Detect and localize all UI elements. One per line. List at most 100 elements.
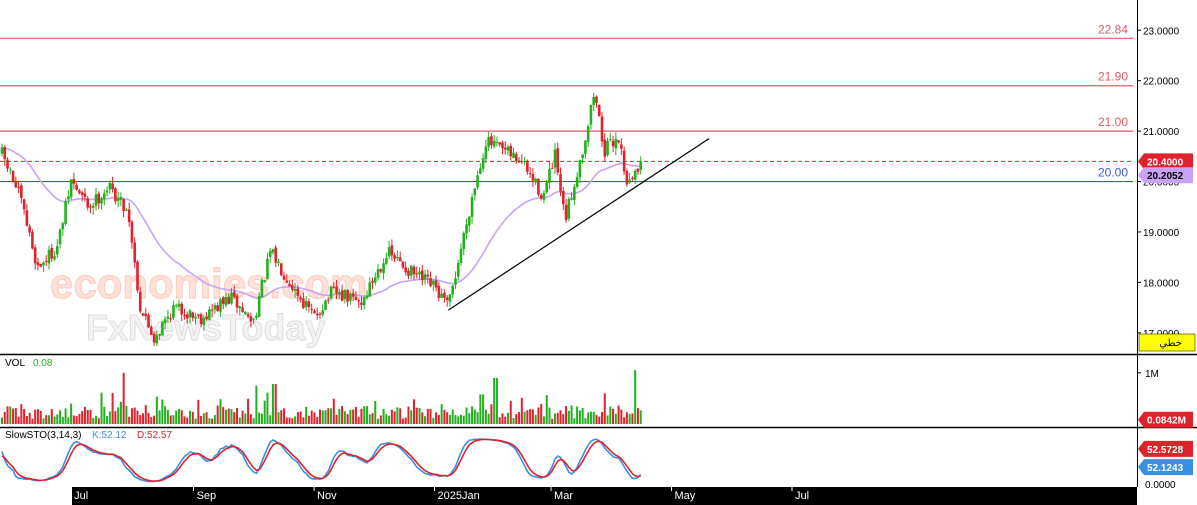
level-label-21.90: 21.90 [1098, 70, 1128, 84]
candle [138, 286, 142, 314]
volume-bar [224, 409, 227, 424]
volume-bar [526, 410, 529, 424]
chart-type-box-bg[interactable] [1138, 333, 1196, 352]
candle [542, 190, 546, 204]
candle-body [564, 204, 568, 221]
volume-bar [155, 396, 158, 424]
candle-body [631, 177, 634, 179]
volume-bar [36, 409, 39, 424]
volume-bar [421, 412, 424, 424]
candle-body [481, 158, 485, 169]
volume-bar [321, 410, 324, 424]
candle [302, 292, 305, 310]
volume-bar [211, 418, 214, 424]
candle-body [163, 319, 167, 324]
candle [44, 255, 48, 267]
candle [141, 313, 145, 317]
candle-body [573, 186, 576, 201]
volume-bar [78, 413, 81, 424]
volume-bar [305, 406, 308, 424]
volume-bar [241, 410, 244, 424]
candle [548, 161, 551, 190]
candle-body [440, 293, 443, 298]
volume-bar [614, 413, 617, 424]
volume-bar [592, 412, 595, 424]
candle-body [556, 148, 560, 173]
candle-body [360, 302, 363, 305]
volume-tag-text: 0.0842M [1147, 416, 1186, 427]
candle [448, 293, 452, 307]
candle-body [213, 305, 217, 310]
volume-bar [310, 410, 313, 424]
price-panel[interactable] [0, 0, 1137, 353]
candle [514, 151, 518, 164]
candle [520, 154, 524, 165]
candle-body [296, 288, 300, 296]
price-tick-label: 19.0000 [1143, 228, 1180, 239]
candle [611, 136, 615, 153]
candle-body [338, 292, 341, 295]
volume-bar [213, 415, 216, 424]
candle-body [465, 224, 468, 234]
candle-body [498, 142, 501, 145]
volume-bar [459, 414, 462, 424]
volume-bar [476, 412, 479, 424]
candle [8, 167, 12, 175]
volume-bar [529, 409, 532, 424]
chart-type-box[interactable]: خطي [1138, 333, 1196, 352]
volume-bar [307, 415, 310, 424]
candle-body [271, 249, 275, 253]
candle-body [263, 280, 266, 282]
volume-bar [573, 418, 576, 424]
candle [454, 271, 457, 289]
candle [418, 267, 421, 280]
volume-bar [122, 372, 125, 424]
moving-average-tag: 20.2052 [1138, 167, 1193, 184]
candle [163, 316, 167, 330]
candle-body [343, 290, 347, 300]
candle [147, 312, 150, 328]
volume-bar [23, 409, 26, 424]
candle-body [61, 223, 65, 230]
volume-bar [72, 415, 75, 424]
candle-body [321, 310, 325, 315]
candle [150, 325, 153, 335]
candle [47, 245, 51, 270]
volume-bar [601, 412, 604, 424]
candle-body [246, 314, 250, 317]
volume-bar [208, 418, 211, 424]
candle [125, 207, 128, 211]
volume-bar [92, 417, 95, 424]
volume-bar [603, 393, 606, 424]
candle [86, 196, 90, 211]
volume-bar [368, 414, 371, 424]
volume-bar [365, 406, 368, 424]
candle-body [561, 191, 565, 205]
volume-bar [415, 407, 418, 424]
volume-bar [67, 417, 70, 424]
candle-body [313, 310, 316, 314]
stochastic-tick-label: 0.0000 [1145, 480, 1176, 491]
trendline-group [448, 138, 710, 311]
candle-body [161, 322, 164, 336]
horizontal-levels: 22.84 21.90 21.00 20.00 [0, 22, 1133, 183]
volume-bar [39, 410, 42, 424]
volume-bar [504, 416, 507, 424]
volume-bar [570, 405, 573, 424]
candle [64, 198, 67, 226]
volume-bar [534, 414, 537, 424]
stochastic-panel[interactable] [0, 429, 1137, 487]
candle [108, 180, 112, 194]
candle [252, 317, 255, 324]
trendline[interactable] [448, 138, 710, 311]
candle-body [266, 258, 269, 280]
volume-bar [523, 411, 526, 424]
candle [595, 95, 598, 108]
time-axis-bar [72, 487, 1137, 505]
candle [191, 311, 195, 322]
candle [180, 301, 184, 322]
volume-tag-bg [1138, 411, 1193, 428]
stochastic-d-line [1, 438, 641, 483]
candle-body [11, 170, 15, 182]
volume-tick-label: 1M [1145, 369, 1159, 380]
